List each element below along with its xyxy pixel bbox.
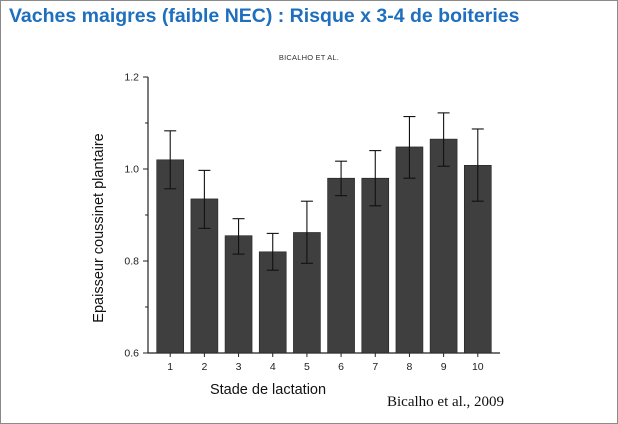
x-tick-label: 3 (236, 361, 242, 373)
x-tick-label: 2 (201, 361, 207, 373)
x-tick-label: 6 (338, 361, 344, 373)
x-tick-label: 9 (441, 361, 447, 373)
y-tick-label: 0.8 (124, 256, 139, 268)
citation: Bicalho et al., 2009 (387, 394, 505, 410)
y-axis-title: Epaisseur coussinet plantaire (91, 133, 107, 322)
chart-labels: 0.6 0.8 1.0 1.2 1 2 3 4 5 6 7 8 9 10 Stade de lactatio… (91, 72, 484, 399)
chart-error-bars (164, 112, 484, 271)
x-tick-label: 8 (407, 361, 413, 373)
bar (395, 146, 424, 354)
chart-header: BICALHO ET AL. (278, 53, 340, 62)
bar (156, 159, 185, 354)
y-tick-label: 1.2 (124, 72, 139, 84)
y-tick-label: 0.6 (124, 348, 139, 360)
bar (361, 177, 390, 354)
chart-bars (156, 138, 492, 354)
x-tick-label: 4 (270, 361, 276, 373)
bar (327, 177, 355, 354)
x-tick-label: 7 (372, 361, 378, 373)
x-axis-title: Stade de lactation (210, 382, 326, 398)
y-tick-label: 1.0 (124, 164, 139, 176)
x-tick-label: 10 (472, 361, 484, 373)
x-tick-label: 1 (167, 361, 173, 373)
bar (429, 138, 458, 354)
x-tick-label: 5 (304, 361, 310, 373)
slide-title: Vaches maigres (faible NEC) : Risque x 3… (9, 5, 520, 27)
